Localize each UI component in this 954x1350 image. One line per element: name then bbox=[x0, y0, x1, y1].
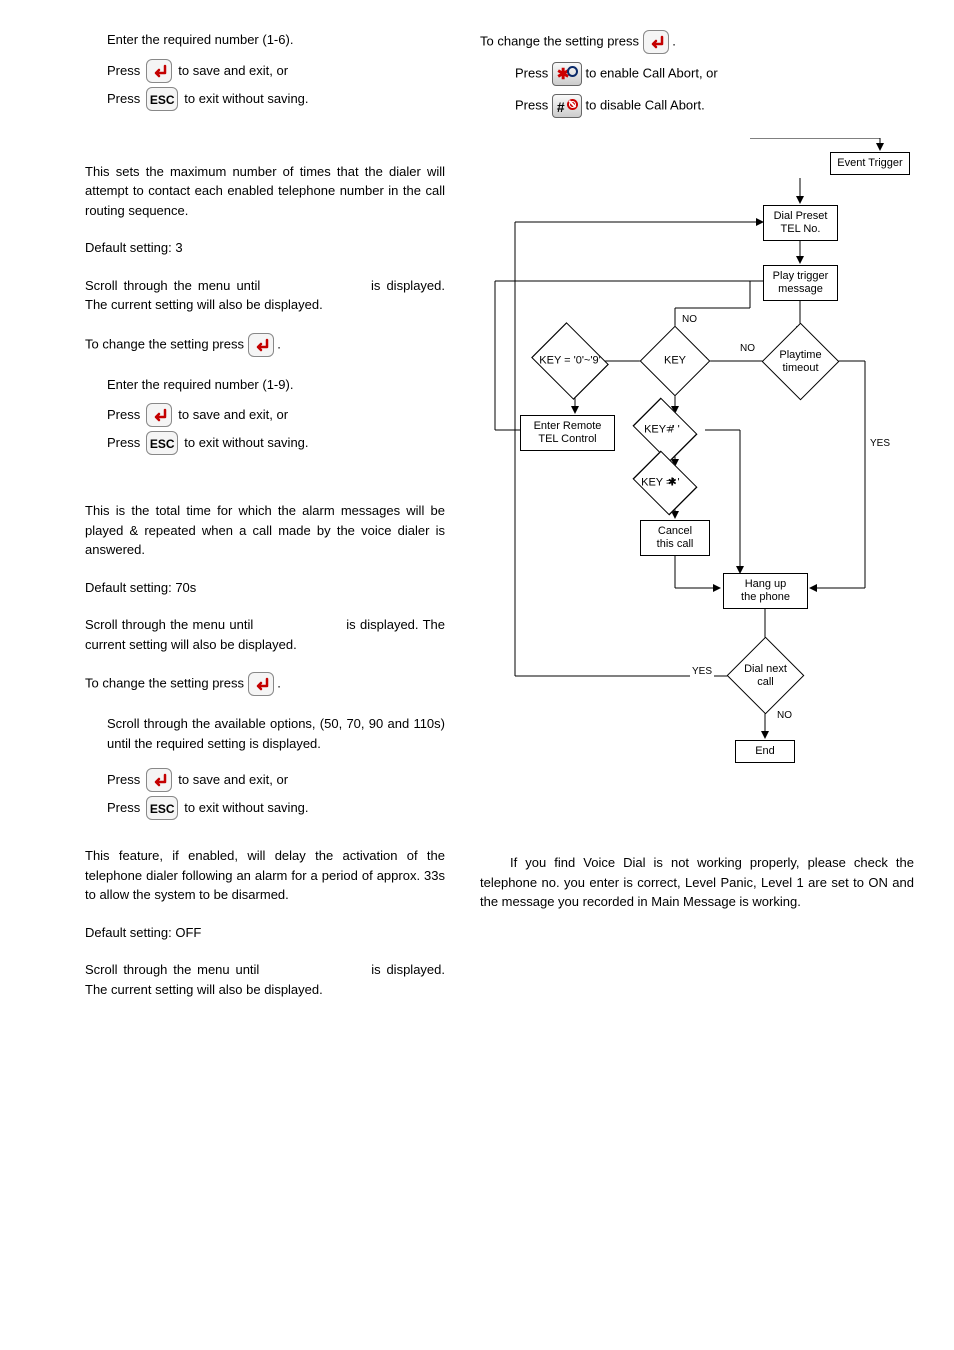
t: Press bbox=[515, 97, 548, 112]
exit-no-save-label: to exit without saving. bbox=[184, 86, 308, 112]
scroll-options: Scroll through the available options, (5… bbox=[107, 714, 445, 753]
voice-dial-note: If you find Voice Dial is not working pr… bbox=[480, 853, 914, 912]
enter-icon[interactable] bbox=[248, 333, 274, 357]
scroll-redial: Scroll through the menu until REDIAL COU… bbox=[85, 276, 445, 315]
node-key-star: KEY =' '✱ bbox=[645, 463, 685, 503]
save-exit-label: to save and exit, or bbox=[178, 767, 288, 793]
press-save-row-3: Press to save and exit, or bbox=[107, 767, 445, 793]
esc-icon[interactable]: ESC bbox=[146, 796, 178, 820]
playtime-desc: This is the total time for which the ala… bbox=[85, 501, 445, 560]
save-exit-label: to save and exit, or bbox=[178, 58, 288, 84]
press-esc-row-2: Press ESC to exit without saving. bbox=[107, 430, 445, 456]
enter-1-6: Enter the required number (1-6). bbox=[107, 30, 445, 50]
node-key: KEY bbox=[650, 336, 700, 386]
enter-icon[interactable] bbox=[248, 672, 274, 696]
star-key-icon[interactable]: ✱ bbox=[552, 62, 582, 86]
press-esc-row-1: Press ESC to exit without saving. bbox=[107, 86, 445, 112]
esc-icon[interactable]: ESC bbox=[146, 87, 178, 111]
right-column: To change the setting press . Press ✱ to… bbox=[470, 30, 914, 1007]
scroll-abort: Scroll through the menu until CALL ABORT… bbox=[85, 960, 445, 999]
press-hash-row: Press # to disable Call Abort. bbox=[515, 94, 914, 118]
press-save-row-1: Press to save and exit, or bbox=[107, 58, 445, 84]
t: To change the setting press bbox=[85, 675, 244, 690]
left-column: Enter the required number (1-6). Press t… bbox=[85, 30, 470, 1007]
press-label: Press bbox=[107, 86, 140, 112]
label-no: NO bbox=[680, 314, 699, 325]
to-change-row-3: To change the setting press . bbox=[480, 30, 914, 54]
label-yes: YES bbox=[868, 438, 892, 449]
t: To change the setting press bbox=[480, 33, 639, 48]
hash-key-icon[interactable]: # bbox=[552, 94, 582, 118]
node-event-trigger: Event Trigger bbox=[830, 152, 910, 175]
press-label: Press bbox=[107, 430, 140, 456]
label-no: NO bbox=[775, 710, 794, 721]
label-yes: YES bbox=[690, 666, 714, 677]
default-off: Default setting: OFF bbox=[85, 923, 445, 943]
press-label: Press bbox=[107, 795, 140, 821]
enter-icon[interactable] bbox=[146, 403, 172, 427]
node-dial-next: Dial next call bbox=[738, 648, 793, 703]
t: Scroll through the menu until bbox=[85, 962, 259, 977]
enter-icon[interactable] bbox=[643, 30, 669, 54]
page: Enter the required number (1-6). Press t… bbox=[0, 0, 954, 1027]
redial-desc: This sets the maximum number of times th… bbox=[85, 162, 445, 221]
node-playtime-timeout: Playtime timeout bbox=[773, 334, 828, 389]
scroll-playtime: Scroll through the menu until PLAY TIME … bbox=[85, 615, 445, 654]
t: to disable Call Abort. bbox=[585, 97, 704, 112]
save-exit-label: to save and exit, or bbox=[178, 402, 288, 428]
node-hang-up: Hang up the phone bbox=[723, 573, 808, 609]
press-label: Press bbox=[107, 58, 140, 84]
enter-icon[interactable] bbox=[146, 768, 172, 792]
abort-desc: This feature, if enabled, will delay the… bbox=[85, 846, 445, 905]
t: Press bbox=[515, 65, 548, 80]
enter-1-9: Enter the required number (1-9). bbox=[107, 375, 445, 395]
press-label: Press bbox=[107, 402, 140, 428]
node-cancel-call: Cancel this call bbox=[640, 520, 710, 556]
flowchart: Event Trigger Dial Preset TEL No. Play t… bbox=[480, 138, 910, 828]
node-key-hash: KEY=' '# bbox=[645, 410, 685, 450]
exit-no-save-label: to exit without saving. bbox=[184, 795, 308, 821]
enter-icon[interactable] bbox=[146, 59, 172, 83]
default-3: Default setting: 3 bbox=[85, 238, 445, 258]
label-no: NO bbox=[738, 343, 757, 354]
press-label: Press bbox=[107, 767, 140, 793]
t: Scroll through the menu until bbox=[85, 278, 260, 293]
default-70s: Default setting: 70s bbox=[85, 578, 445, 598]
node-play-trigger: Play trigger message bbox=[763, 265, 838, 301]
press-esc-row-3: Press ESC to exit without saving. bbox=[107, 795, 445, 821]
node-end: End bbox=[735, 740, 795, 763]
press-save-row-2: Press to save and exit, or bbox=[107, 402, 445, 428]
esc-icon[interactable]: ESC bbox=[146, 431, 178, 455]
node-key-0-9: KEY = '0'~'9' bbox=[545, 336, 595, 386]
t: To change the setting press bbox=[85, 336, 244, 351]
flowchart-arrows bbox=[480, 138, 910, 828]
node-enter-remote: Enter Remote TEL Control bbox=[520, 415, 615, 451]
to-change-row-1: To change the setting press . bbox=[85, 333, 445, 357]
press-star-row: Press ✱ to enable Call Abort, or bbox=[515, 62, 914, 86]
node-dial-preset: Dial Preset TEL No. bbox=[763, 205, 838, 241]
t: to enable Call Abort, or bbox=[585, 65, 717, 80]
exit-no-save-label: to exit without saving. bbox=[184, 430, 308, 456]
t: Scroll through the menu until bbox=[85, 617, 253, 632]
to-change-row-2: To change the setting press . bbox=[85, 672, 445, 696]
